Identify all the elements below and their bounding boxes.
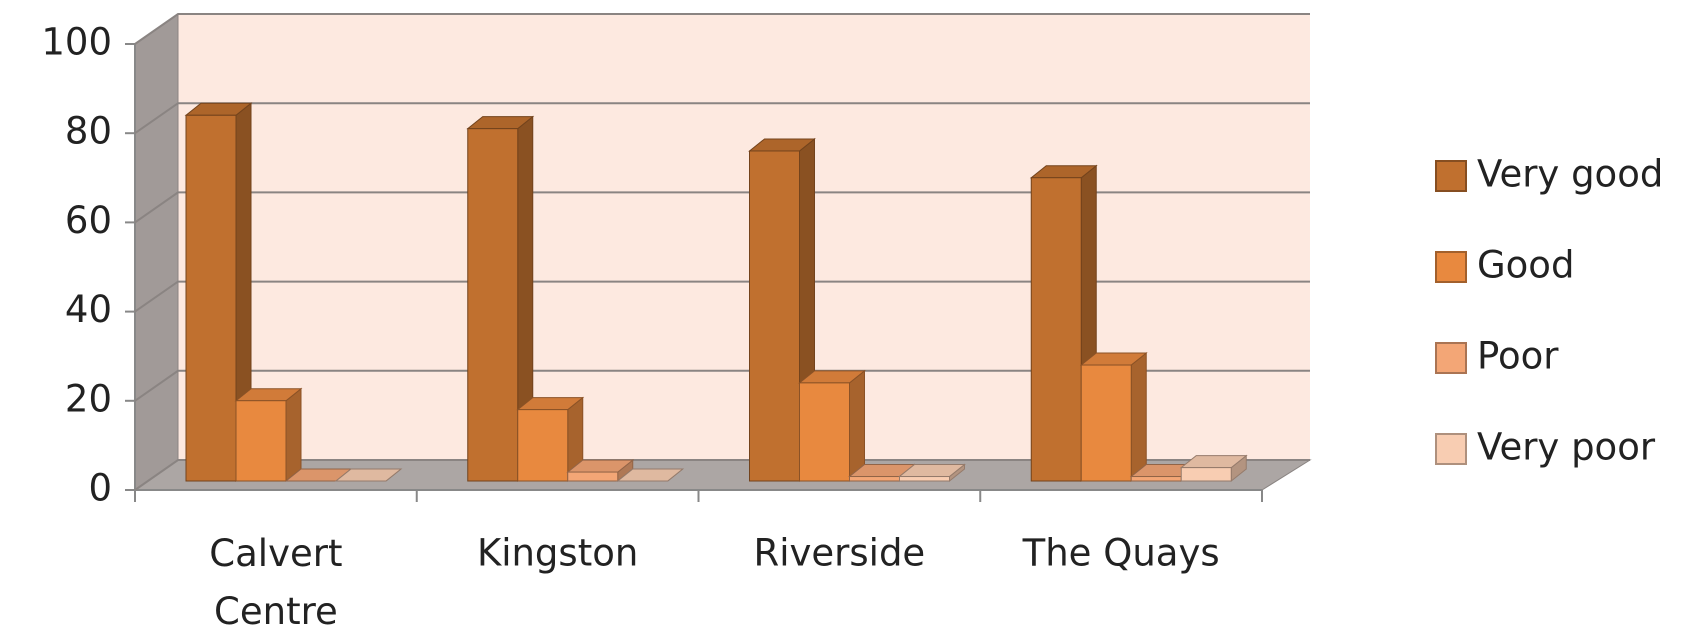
legend-label: Poor: [1477, 335, 1559, 378]
bar-front: [1180, 467, 1232, 482]
legend-swatch: [1435, 251, 1467, 283]
bar-front: [1130, 476, 1182, 482]
bar-top: [334, 468, 403, 482]
legend-swatch: [1435, 342, 1467, 374]
bar: [184, 102, 253, 483]
grid-line: [134, 13, 1310, 45]
bar-side: [285, 387, 302, 483]
bar-side: [1130, 351, 1147, 483]
x-tick-label-line: Calvert: [209, 532, 342, 575]
bar-front: [185, 114, 237, 482]
legend-label: Good: [1477, 244, 1574, 287]
x-tick-label: Riverside: [754, 532, 926, 575]
grid-line: [134, 191, 1310, 224]
x-tick-label: Calvert Centre: [209, 532, 342, 632]
bar: [566, 459, 635, 483]
legend-swatch: [1435, 433, 1467, 465]
y-tick-label: 60: [65, 199, 112, 242]
bar-front: [749, 150, 800, 482]
bar: [616, 468, 685, 482]
y-tick-label: 100: [41, 21, 112, 64]
bar: [898, 463, 966, 483]
legend-label: Very poor: [1477, 426, 1656, 469]
back-wall: [178, 14, 1310, 460]
x-tick-label: Kingston: [477, 532, 638, 575]
bar-front: [1080, 364, 1132, 482]
bar-front: [517, 409, 569, 482]
y-tick-label: 0: [88, 467, 112, 510]
bar-front: [1030, 177, 1082, 482]
side-wall: [134, 13, 179, 491]
bar-front: [899, 476, 950, 482]
bar-front: [849, 476, 900, 482]
bar: [1029, 164, 1098, 483]
y-tick-label: 40: [65, 288, 112, 331]
bar-front: [467, 128, 519, 482]
y-tick-label: 20: [65, 377, 112, 420]
x-tick-label-line: Centre: [214, 590, 338, 632]
grid-line: [134, 369, 1310, 402]
bar: [234, 387, 303, 483]
bar: [798, 369, 866, 483]
grid-line: [134, 280, 1310, 313]
bar: [1179, 454, 1248, 483]
bar: [466, 115, 535, 483]
bar: [1079, 351, 1148, 483]
grid-line: [134, 459, 1310, 491]
bar-front: [799, 382, 850, 482]
y-tick-label: 80: [65, 110, 112, 153]
legend-label: Very good: [1477, 153, 1663, 196]
grid-line: [134, 102, 1310, 135]
legend-swatch: [1435, 160, 1467, 192]
bar-front: [567, 471, 619, 482]
x-tick-label: The Quays: [1022, 532, 1220, 575]
bar-top: [616, 468, 685, 482]
bar-front: [235, 400, 287, 482]
bar-side: [849, 369, 865, 483]
bar: [516, 396, 585, 483]
bar: [334, 468, 403, 482]
